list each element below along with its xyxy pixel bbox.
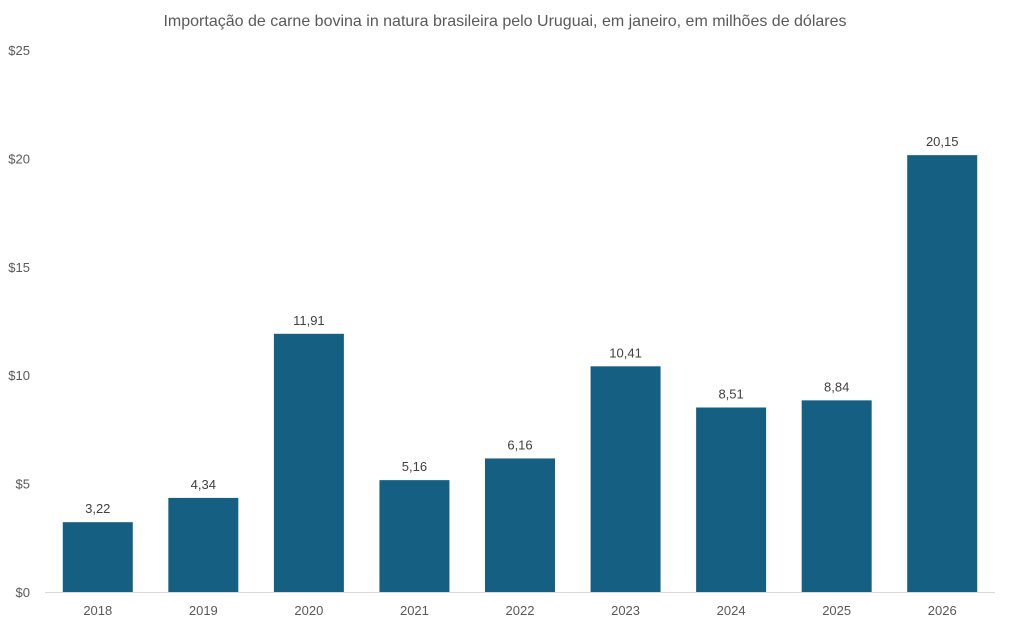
data-label: 11,91 xyxy=(293,313,325,328)
bar-2018 xyxy=(62,522,133,592)
y-tick-label: $5 xyxy=(16,477,30,492)
chart-title: Importação de carne bovina in natura bra… xyxy=(163,13,846,30)
bar-2021 xyxy=(379,480,450,592)
x-tick-label: 2021 xyxy=(400,603,429,618)
bar-2023 xyxy=(590,366,661,592)
data-label: 10,41 xyxy=(609,345,642,360)
x-tick-label: 2019 xyxy=(189,603,218,618)
bar-2026 xyxy=(907,155,978,592)
y-tick-label: $25 xyxy=(8,43,30,58)
data-label: 8,84 xyxy=(824,379,849,394)
data-label: 3,22 xyxy=(85,501,110,516)
x-axis: 2018 2019 2020 2021 2022 2023 2024 2025 2026 xyxy=(83,603,956,618)
data-label: 6,16 xyxy=(507,437,532,452)
data-label: 8,51 xyxy=(718,387,743,402)
data-label: 4,34 xyxy=(191,477,216,492)
bar-2020 xyxy=(273,333,344,592)
y-axis: $0 $5 $10 $15 $20 $25 xyxy=(8,43,30,600)
y-tick-label: $20 xyxy=(8,151,30,166)
data-label: 5,16 xyxy=(402,459,427,474)
bars: 3,22 4,34 11,91 5,16 6,16 10,41 8,51 8,84 20,15 xyxy=(62,134,978,592)
bar-2025 xyxy=(801,400,872,592)
bar-2024 xyxy=(696,407,767,592)
x-tick-label: 2024 xyxy=(717,603,746,618)
x-tick-label: 2018 xyxy=(83,603,112,618)
x-tick-label: 2020 xyxy=(294,603,323,618)
bar-2019 xyxy=(168,497,239,592)
bar-2022 xyxy=(485,458,555,592)
y-tick-label: $0 xyxy=(16,585,30,600)
y-tick-label: $15 xyxy=(8,260,30,275)
y-tick-label: $10 xyxy=(8,368,30,383)
x-tick-label: 2023 xyxy=(611,603,640,618)
x-tick-label: 2025 xyxy=(822,603,851,618)
data-label: 20,15 xyxy=(926,134,959,149)
x-tick-label: 2022 xyxy=(506,603,535,618)
x-tick-label: 2026 xyxy=(928,603,957,618)
